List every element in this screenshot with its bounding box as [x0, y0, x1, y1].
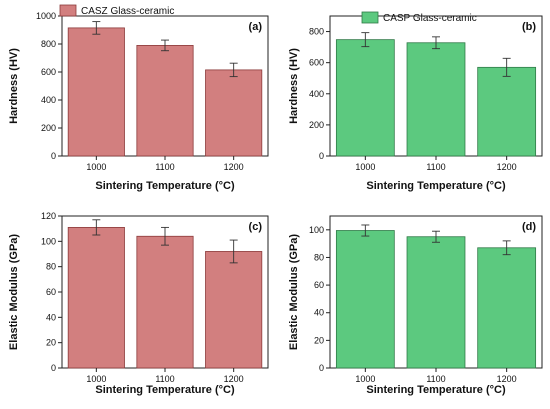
y-tick-label: 20 [46, 338, 56, 348]
y-tick-label: 80 [46, 262, 56, 272]
chart-panel-b: 0 200 400 600 800 1000 1100 1200 Sintering Tempe… [288, 11, 543, 192]
bar-1200 [477, 66, 537, 157]
y-tick-label: 60 [46, 287, 56, 297]
x-tick-label: 1100 [426, 162, 445, 172]
bar-1100 [136, 235, 194, 369]
legend: CASZ Glass-ceramic [59, 4, 174, 17]
chart-panel-a: 0 200 400 600 800 1000 1000 1100 1200 Sintering T… [8, 4, 269, 192]
y-tick-label: 40 [314, 308, 324, 318]
y-axis-label: Elastic Modulus (GPa) [288, 234, 300, 350]
y-tick-label: 400 [41, 95, 56, 105]
x-axis-label: Sintering Temperature (°C) [366, 180, 506, 192]
y-tick-label: 0 [51, 151, 56, 161]
bar-1100 [136, 45, 194, 157]
y-tick-label: 100 [309, 225, 324, 235]
y-tick-label: 80 [314, 252, 324, 262]
y-axis-label: Hardness (HV) [288, 48, 300, 124]
y-tick-label: 0 [51, 363, 56, 373]
bar-1100 [406, 42, 466, 157]
bar-1000 [335, 230, 395, 369]
x-axis-label: Sintering Temperature (°C) [95, 180, 235, 192]
panel-label: (a) [249, 21, 263, 33]
y-axis-label: Hardness (HV) [8, 48, 20, 124]
y-tick-label: 800 [309, 27, 324, 37]
x-tick-label: 1200 [497, 374, 517, 384]
x-tick-label: 1200 [497, 162, 517, 172]
legend: CASP Glass-ceramic [361, 11, 477, 24]
y-tick-label: 1000 [36, 11, 56, 21]
x-tick-label: 1200 [224, 374, 244, 384]
y-axis-label: Elastic Modulus (GPa) [8, 234, 20, 350]
bar-1200 [205, 251, 263, 369]
bar-1200 [205, 69, 263, 157]
x-axis-label: Sintering Temperature (°C) [95, 384, 235, 396]
y-tick-label: 200 [41, 123, 56, 133]
y-tick-label: 120 [41, 211, 56, 221]
y-tick-label: 100 [41, 236, 56, 246]
y-tick-label: 600 [41, 67, 56, 77]
y-tick-label: 600 [309, 58, 324, 68]
panel-label: (b) [522, 21, 536, 33]
panel-label: (d) [522, 221, 536, 233]
legend-label: CASZ Glass-ceramic [81, 6, 174, 17]
x-tick-label: 1100 [155, 374, 174, 384]
legend-swatch [59, 4, 77, 17]
y-tick-label: 60 [314, 280, 324, 290]
x-tick-label: 1000 [86, 162, 106, 172]
y-tick-label: 800 [41, 39, 56, 49]
legend-swatch [361, 11, 379, 24]
x-tick-label: 1100 [155, 162, 174, 172]
y-tick-label: 400 [309, 89, 324, 99]
bar-1000 [335, 39, 395, 157]
x-tick-label: 1100 [426, 374, 445, 384]
y-tick-label: 0 [319, 363, 324, 373]
x-tick-label: 1000 [86, 374, 106, 384]
bar-1000 [67, 27, 125, 157]
y-tick-label: 200 [309, 120, 324, 130]
x-axis-label: Sintering Temperature (°C) [366, 384, 506, 396]
bar-1200 [477, 247, 537, 369]
bar-1000 [67, 226, 125, 369]
x-tick-label: 1200 [224, 162, 244, 172]
y-tick-label: 0 [319, 151, 324, 161]
panel-label: (c) [249, 221, 263, 233]
y-tick-label: 40 [46, 312, 56, 322]
bar-1100 [406, 236, 466, 369]
x-tick-label: 1000 [355, 374, 375, 384]
y-tick-label: 20 [314, 335, 324, 345]
x-tick-label: 1000 [355, 162, 375, 172]
legend-label: CASP Glass-ceramic [383, 13, 477, 24]
